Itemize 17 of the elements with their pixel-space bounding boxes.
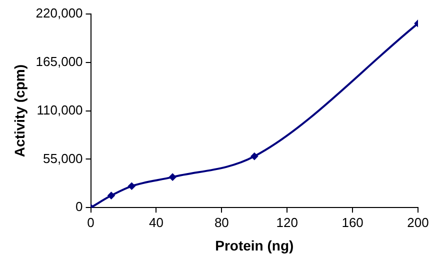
y-tick-label: 55,000 <box>43 150 83 166</box>
x-tick-label: 0 <box>87 214 94 230</box>
point <box>108 192 115 200</box>
y-axis-title: Activity (cpm) <box>11 64 28 158</box>
point <box>250 152 258 160</box>
y-tick-label: 110,000 <box>36 102 83 118</box>
x-tick-label: 80 <box>214 214 229 230</box>
x-tick-label: 120 <box>276 214 298 230</box>
x-tick-label: 200 <box>407 214 429 230</box>
point <box>128 182 136 190</box>
x-axis-title: Protein (ng) <box>215 237 294 254</box>
x-tick-label: 160 <box>342 214 364 230</box>
point <box>169 174 176 181</box>
y-tick-label: 220,000 <box>36 6 83 21</box>
y-tick-label: 165,000 <box>36 54 83 69</box>
x-tick-label: 40 <box>149 214 164 230</box>
y-tick-label: 0 <box>76 199 83 214</box>
